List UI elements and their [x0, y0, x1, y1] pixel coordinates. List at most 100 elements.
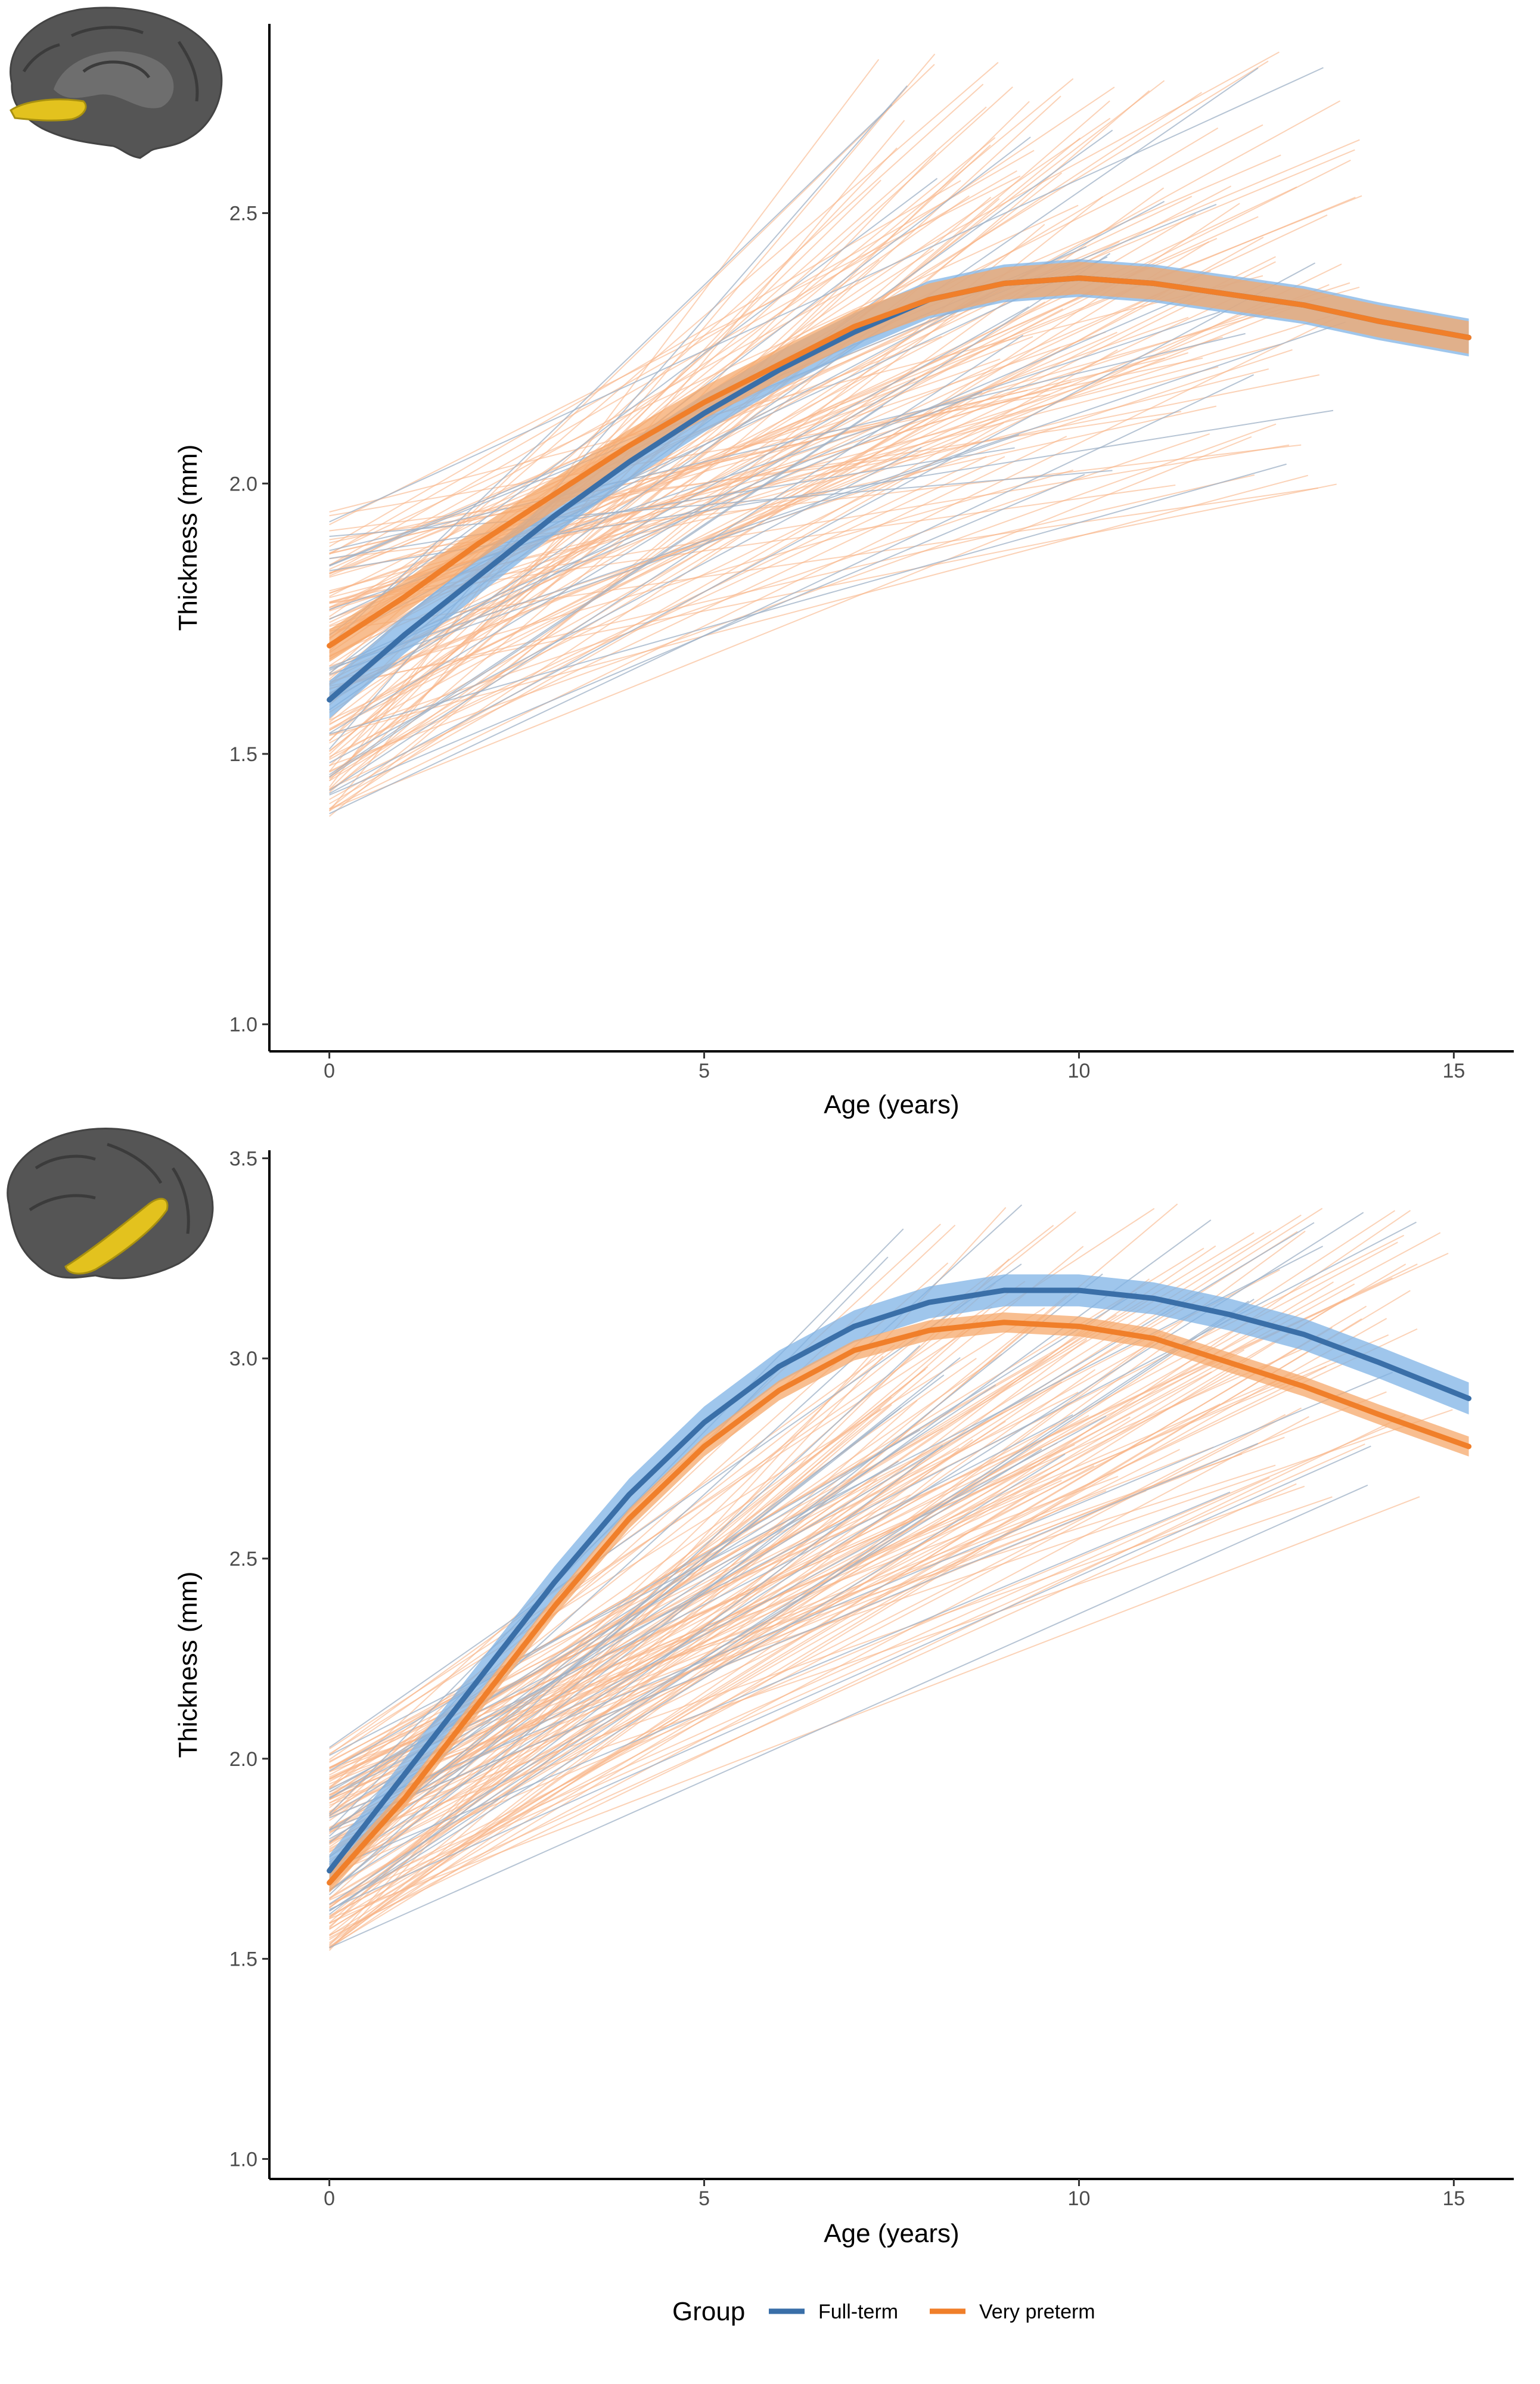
trajectory-very-preterm [329, 1318, 1387, 1918]
trajectory-very-preterm [329, 1381, 1063, 1882]
trajectory-very-preterm [329, 1426, 1387, 1876]
trajectory-very-preterm [329, 1448, 1180, 1872]
confidence-band-very-preterm [329, 262, 1469, 662]
trajectory-full-term [329, 1445, 1371, 1910]
trajectory-very-preterm [329, 1490, 1034, 1937]
lateral-brain-icon [7, 1128, 214, 1280]
trajectory-full-term [328, 104, 893, 646]
trajectory-very-preterm [329, 1480, 1062, 1813]
trajectory-full-term [328, 1345, 921, 1895]
x-tick-label: 0 [324, 1060, 335, 1082]
trajectory-very-preterm [329, 1477, 1270, 1901]
trajectory-full-term [329, 1484, 1368, 1948]
trajectory-very-preterm [328, 59, 880, 788]
trajectory-very-preterm [328, 64, 935, 652]
trajectory-very-preterm [329, 1365, 1327, 1860]
trajectory-very-preterm [329, 149, 1355, 577]
trajectory-full-term [329, 67, 1259, 710]
trajectory-very-preterm [329, 1225, 1054, 1790]
trajectory-very-preterm [329, 241, 1210, 780]
y-tick-label: 3.5 [229, 1147, 257, 1170]
trajectory-full-term [329, 1448, 1042, 1891]
trajectory-very-preterm [329, 1414, 1406, 1936]
trajectory-very-preterm [329, 1420, 1006, 1853]
trajectory-very-preterm [328, 1404, 892, 1886]
y-tick-label: 1.5 [229, 1948, 257, 1971]
trajectory-very-preterm [329, 1328, 1418, 1842]
x-tick-label: 5 [698, 2187, 710, 2210]
trajectory-full-term [329, 463, 1287, 735]
trajectory-very-preterm [329, 456, 1005, 773]
trajectory-full-term [329, 1491, 1231, 1870]
x-tick-label: 15 [1442, 2187, 1465, 2210]
trajectory-very-preterm [329, 357, 1165, 555]
trajectory-very-preterm [329, 358, 1001, 594]
legend: Group Full-term Very preterm [672, 2297, 1095, 2326]
trajectory-very-preterm [329, 1290, 1411, 1941]
trajectory-very-preterm [329, 1414, 1286, 1905]
trajectory-full-term [329, 1416, 1107, 1840]
trajectory-very-preterm [329, 1334, 1389, 1801]
y-tick-label: 1.5 [229, 743, 257, 766]
legend-title: Group [672, 2297, 745, 2326]
trajectory-very-preterm [329, 175, 1021, 526]
y-tick-label: 2.0 [229, 473, 257, 495]
x-axis-title: Age (years) [824, 1090, 959, 1119]
x-tick-label: 10 [1068, 2187, 1091, 2210]
legend-label-full-term: Full-term [818, 2301, 898, 2323]
trajectory-very-preterm [329, 474, 1308, 737]
trajectory-very-preterm [329, 436, 1252, 810]
trajectory-full-term [329, 306, 1029, 701]
trajectory-full-term [329, 378, 916, 734]
trajectory-very-preterm [329, 1307, 1045, 1755]
trajectory-very-preterm [329, 1278, 1150, 1908]
trajectory-very-preterm [329, 1490, 1107, 1806]
mean-curve-full-term [327, 1287, 1472, 1874]
y-axis-title: Thickness (mm) [173, 1572, 203, 1758]
trajectory-very-preterm [329, 51, 1280, 575]
trajectory-full-term [329, 474, 1085, 796]
trajectory-very-preterm [329, 1334, 1162, 1944]
trajectory-very-preterm [329, 1348, 1303, 1778]
y-tick-label: 2.0 [229, 1748, 257, 1771]
y-axis-title: Thickness (mm) [173, 445, 203, 631]
x-axis-title: Age (years) [824, 2219, 959, 2248]
trajectory-full-term [329, 67, 1324, 523]
trajectory-very-preterm [329, 469, 1074, 682]
trajectory-very-preterm [328, 90, 1150, 793]
trajectory-full-term [329, 253, 1111, 775]
trajectory-very-preterm [328, 197, 992, 759]
x-tick-label: 10 [1068, 1060, 1091, 1082]
individual-trajectories [328, 51, 1362, 817]
trajectory-full-term [329, 1453, 1066, 1911]
trajectory-full-term [329, 178, 938, 636]
trajectory-very-preterm [329, 204, 1079, 554]
y-tick-label: 1.0 [229, 2148, 257, 2171]
trajectory-very-preterm [329, 1496, 1420, 1920]
bottom-panel: 1.0 1.5 2.0 2.5 3.0 3.5 0 5 10 15 Age (years) Thick… [173, 1147, 1514, 2248]
trajectory-full-term [329, 262, 1316, 794]
trajectory-very-preterm [329, 1403, 1221, 1852]
trajectory-full-term [329, 434, 1020, 675]
trajectory-full-term [329, 333, 1246, 551]
trajectory-very-preterm [329, 1446, 1214, 1793]
trajectory-full-term [329, 1300, 1249, 1905]
trajectory-very-preterm [329, 436, 1067, 790]
trajectory-very-preterm [329, 1444, 1365, 1905]
trajectory-very-preterm [329, 1416, 1309, 1939]
trajectory-very-preterm [329, 369, 880, 731]
trajectory-very-preterm [328, 1478, 878, 1949]
legend-label-very-preterm: Very preterm [979, 2301, 1095, 2323]
trajectory-full-term [329, 1445, 943, 1915]
trajectory-very-preterm [329, 474, 1255, 689]
trajectory-very-preterm [328, 100, 1110, 778]
trajectory-very-preterm [329, 1281, 1334, 1891]
x-tick-label: 5 [698, 1060, 710, 1082]
trajectory-full-term [329, 1442, 1259, 1831]
trajectory-very-preterm [329, 159, 1351, 675]
trajectory-very-preterm [329, 1496, 1333, 1843]
confidence-band-very-preterm [329, 1312, 1469, 1893]
trajectory-very-preterm [329, 1374, 1291, 1789]
trajectory-very-preterm [329, 1305, 1367, 1930]
